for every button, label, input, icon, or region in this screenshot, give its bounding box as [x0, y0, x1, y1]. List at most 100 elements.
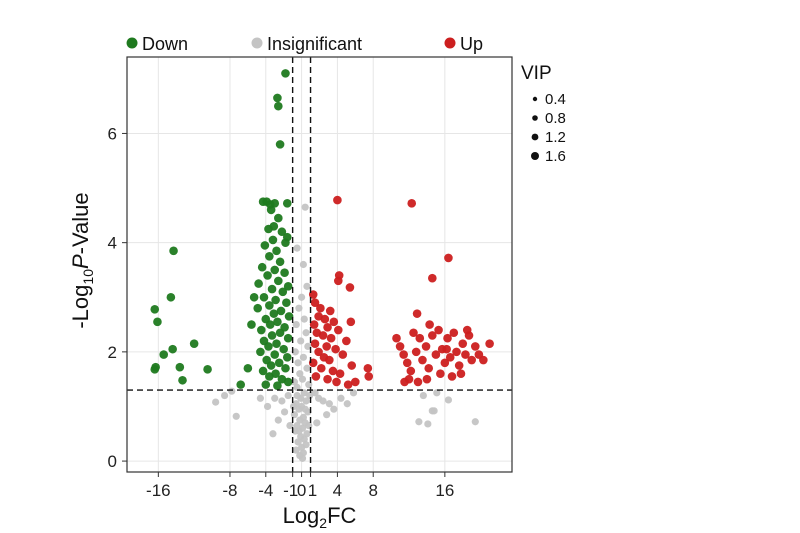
point-down [282, 298, 291, 308]
point-insignificant [292, 320, 300, 329]
point-down [168, 344, 177, 354]
point-up [325, 306, 335, 316]
point-insignificant [297, 337, 305, 345]
point-insignificant [293, 244, 301, 252]
point-down [282, 353, 292, 362]
point-up [418, 355, 427, 365]
x-tick-label: 4 [333, 481, 342, 500]
point-up [342, 336, 351, 346]
point-up [467, 355, 477, 365]
point-down [274, 358, 284, 368]
point-down [281, 69, 290, 78]
point-up [399, 350, 408, 359]
vip-legend-item: 0.4 [532, 91, 566, 108]
vip-size-legend: VIP 0.4 0.8 1.2 1.6 [521, 63, 566, 165]
legend-item-insignificant: Insignificant [251, 34, 362, 54]
point-insignificant [293, 421, 301, 430]
point-insignificant [294, 359, 302, 367]
point-down [277, 227, 287, 237]
point-up [331, 344, 340, 354]
point-down [280, 268, 289, 277]
point-insignificant [325, 400, 333, 408]
point-insignificant [228, 387, 236, 395]
point-down [263, 271, 272, 280]
point-insignificant [303, 430, 311, 438]
point-down [274, 213, 283, 223]
point-insignificant [271, 394, 279, 402]
point-up [325, 355, 334, 365]
point-up [310, 339, 320, 348]
point-down [249, 292, 259, 302]
point-down [278, 287, 288, 297]
point-insignificant [302, 397, 310, 405]
point-insignificant [297, 443, 306, 452]
data-points [150, 69, 494, 462]
point-down [275, 257, 285, 267]
plot-panel [127, 57, 512, 472]
point-down [281, 363, 290, 373]
point-up [409, 328, 418, 338]
point-up [413, 377, 423, 387]
x-tick-label: 1 [308, 481, 317, 500]
y-axis: 0 2 4 6 [108, 124, 127, 471]
y-tick-label: 6 [108, 124, 117, 143]
point-up [421, 342, 431, 351]
point-insignificant [305, 381, 313, 389]
point-down [266, 205, 276, 215]
legend-label: Up [460, 34, 483, 54]
vip-legend-label: 0.4 [545, 91, 566, 108]
point-up [428, 273, 437, 283]
y-tick-label: 2 [108, 343, 117, 362]
vip-legend-item: 1.6 [531, 148, 566, 165]
point-down [270, 350, 280, 359]
point-insignificant [298, 454, 307, 462]
point-insignificant [303, 364, 311, 372]
point-insignificant [280, 408, 289, 416]
point-down [265, 252, 274, 261]
point-insignificant [302, 329, 310, 337]
point-insignificant [343, 400, 351, 408]
point-up [363, 363, 373, 373]
point-up [334, 325, 343, 335]
point-insignificant [289, 402, 298, 411]
point-down [257, 262, 267, 272]
point-down [265, 301, 274, 310]
point-insignificant [286, 421, 294, 430]
point-up [310, 298, 320, 308]
point-insignificant [305, 421, 313, 430]
x-tick-label: 0 [297, 481, 306, 500]
point-up [316, 363, 326, 373]
point-up [332, 377, 341, 387]
point-up [407, 199, 417, 208]
point-down [272, 339, 281, 348]
point-up [428, 331, 437, 340]
point-up [412, 309, 422, 318]
threshold-lines [127, 57, 512, 472]
point-insignificant [269, 430, 277, 438]
vip-size-marker [532, 115, 538, 121]
point-up [402, 358, 412, 368]
point-up [431, 350, 441, 359]
point-down [275, 140, 285, 149]
point-insignificant [471, 418, 479, 426]
point-up [447, 372, 457, 381]
point-insignificant [337, 394, 345, 402]
point-up [436, 369, 445, 379]
point-insignificant [323, 411, 331, 419]
point-up [415, 333, 425, 343]
legend-item-up: Up [444, 34, 483, 54]
y-tick-label: 0 [108, 452, 117, 471]
legend-item-down: Down [126, 34, 188, 54]
point-insignificant [295, 304, 303, 312]
point-down [178, 375, 187, 385]
point-down [274, 101, 283, 111]
point-up [479, 355, 488, 365]
point-insignificant [298, 375, 307, 383]
point-down [265, 320, 275, 329]
x-axis: -16 -8 -4 -10 1 4 8 16 [146, 472, 454, 500]
point-up [406, 366, 416, 376]
point-up [400, 377, 409, 387]
point-down [271, 295, 280, 305]
series-insignificant [212, 203, 479, 462]
point-up [351, 377, 360, 387]
